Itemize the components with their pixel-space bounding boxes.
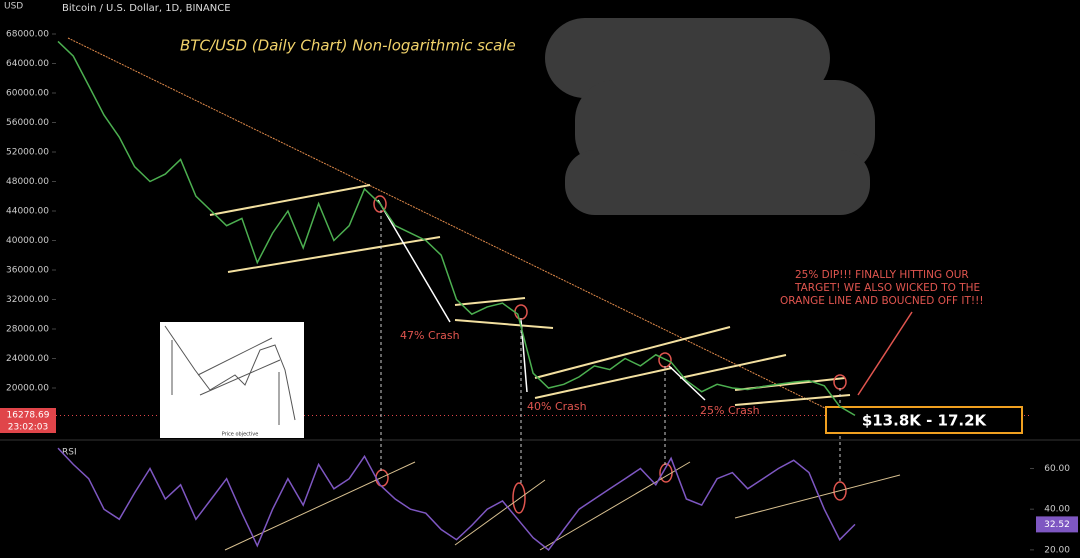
inset-label: Price objective: [222, 432, 259, 438]
y-axis-label: USD: [4, 2, 23, 12]
countdown: 23:02:03: [8, 423, 48, 433]
series-line: [57, 40, 856, 417]
price-tag: [0, 408, 56, 433]
y-tick-label: 40000.00: [6, 236, 49, 246]
drawings: [67, 37, 913, 551]
dip-note: TARGET! WE ALSO WICKED TO THE: [794, 282, 980, 294]
target-box: [825, 406, 1023, 434]
y-tick-label: 64000.00: [6, 59, 49, 69]
y-tick-label: 32000.00: [6, 295, 49, 305]
y-tick-label: 36000.00: [6, 265, 49, 275]
y-tick-label: 20000.00: [6, 383, 49, 393]
y-tick-label: 24000.00: [6, 354, 49, 364]
y-tick-label: 40.00: [1044, 505, 1070, 515]
y-tick-label: 52000.00: [6, 147, 49, 157]
chart-title: BTC/USD (Daily Chart) Non-logarithmic sc…: [180, 37, 516, 55]
redaction: [545, 18, 875, 215]
subtitle: Bitcoin / U.S. Dollar, 1D, BINANCE: [62, 3, 231, 14]
dip-note: 25% DIP!!! FINALLY HITTING OUR: [795, 269, 969, 281]
y-tick-label: 60.00: [1044, 464, 1070, 474]
y-tick-label: 60000.00: [6, 88, 49, 98]
rsi-current: 32.52: [1044, 520, 1070, 530]
annotation: 25% Crash: [700, 404, 760, 417]
y-tick-label: 68000.00: [6, 29, 49, 39]
inset-diagram: Price objective: [160, 322, 304, 438]
dip-note: ORANGE LINE AND BOUCNED OFF IT!!!: [780, 295, 984, 307]
y-tick-label: 56000.00: [6, 118, 49, 128]
annotation: 40% Crash: [527, 400, 587, 413]
target-range: $13.8K - 17.2K: [862, 412, 988, 430]
y-tick-label: 20.00: [1044, 545, 1070, 555]
annotation: 47% Crash: [400, 329, 460, 342]
y-tick-label: 48000.00: [6, 177, 49, 187]
y-tick-label: 44000.00: [6, 206, 49, 216]
rsi-tag: [1036, 516, 1078, 533]
series-line: [57, 447, 856, 551]
rsi-title: RSI: [62, 448, 77, 458]
y-tick-label: 28000.00: [6, 324, 49, 334]
current-price: 16278.69: [7, 411, 50, 421]
